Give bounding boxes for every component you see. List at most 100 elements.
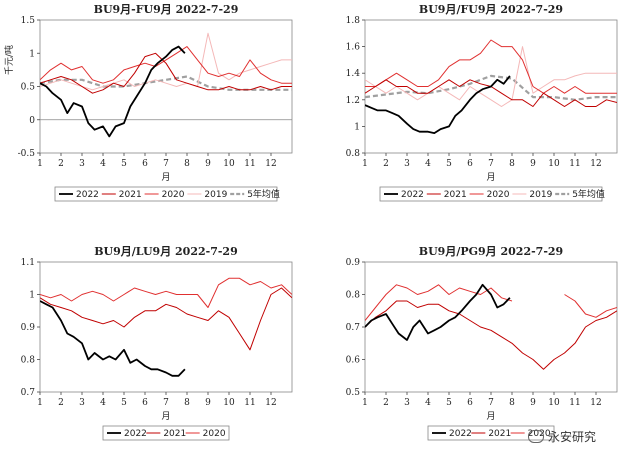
- y-tick-label: 0.9: [346, 258, 361, 268]
- x-tick-label: 4: [100, 159, 106, 169]
- x-tick-label: 5: [121, 398, 127, 408]
- x-tick-label: 1: [362, 398, 368, 408]
- x-tick-label: 12: [590, 159, 601, 169]
- chart-title: BU9月/PG9月 2022-7-29: [419, 245, 563, 258]
- x-tick-label: 8: [184, 159, 190, 169]
- chart-title: BU9月/FU9月 2022-7-29: [419, 3, 563, 16]
- legend-label: 2022: [76, 190, 99, 200]
- y-tick-label: 0.7: [346, 323, 361, 333]
- x-tick-label: 2: [383, 398, 389, 408]
- chart-panel-2: BU9月/FU9月 2022-7-29 1.8 1.6 1.4 1.2 10.8 1 2 3 4 5…: [346, 3, 618, 202]
- watermark-text: 永安研究: [548, 430, 597, 444]
- series-line-5年均值: [40, 75, 292, 91]
- legend-label: 5年均值: [572, 188, 605, 200]
- series-line-2021: [365, 79, 617, 107]
- series-line-2020: [40, 277, 292, 308]
- x-tick-label: 9: [530, 398, 536, 408]
- legend-label: 2021: [488, 429, 511, 439]
- y-axis-label: 千元/吨: [3, 45, 15, 75]
- x-tick-label: 6: [467, 398, 473, 408]
- x-tick-label: 8: [509, 159, 515, 169]
- x-tick-label: 1: [37, 398, 43, 408]
- chart-panel-3: BU9月/LU9月 2022-7-291.110.90.80.71 2 3 4 5 6 7 8…: [21, 245, 293, 441]
- x-tick-label: 5: [121, 159, 127, 169]
- x-tick-label: 12: [590, 398, 601, 408]
- y-tick-label: 1.1: [21, 258, 35, 268]
- x-tick-label: 7: [488, 159, 494, 169]
- chart-title: BU9月-FU9月 2022-7-29: [94, 3, 239, 16]
- x-tick-label: 10: [223, 159, 235, 169]
- legend-label: 5年均值: [247, 188, 280, 200]
- x-tick-label: 5: [446, 159, 452, 169]
- legend-label: 2022: [401, 190, 424, 200]
- y-tick-label: 1.5: [21, 16, 36, 26]
- y-tick-label: 0.5: [21, 83, 36, 93]
- x-tick-label: 3: [79, 398, 85, 408]
- x-tick-label: 12: [265, 159, 276, 169]
- y-tick-label: 0.8: [346, 149, 361, 159]
- x-tick-label: 10: [548, 398, 560, 408]
- x-tick-label: 1: [37, 159, 43, 169]
- plot-frame: [39, 19, 293, 154]
- x-tick-label: 4: [425, 398, 431, 408]
- legend-label: 2022: [449, 429, 472, 439]
- legend-label: 2021: [444, 190, 467, 200]
- x-tick-label: 6: [467, 159, 473, 169]
- series-line-2020: [365, 39, 617, 94]
- x-tick-label: 10: [548, 159, 560, 169]
- wechat-icon: [528, 430, 544, 443]
- legend-box: [427, 425, 555, 441]
- y-tick-label: 1.2: [346, 96, 360, 106]
- legend-box: [379, 186, 603, 202]
- chart-panel-4: BU9月/PG9月 2022-7-290.90.80.70.60.51 2 3 4 5 6…: [346, 245, 618, 441]
- x-axis-label: 月: [161, 172, 170, 183]
- x-tick-label: 11: [569, 159, 580, 169]
- x-tick-label: 9: [205, 159, 211, 169]
- x-tick-label: 6: [142, 159, 148, 169]
- series-line-2022: [365, 75, 511, 134]
- legend-box: [54, 186, 278, 202]
- x-tick-label: 2: [383, 159, 389, 169]
- x-tick-label: 4: [100, 398, 106, 408]
- series-line-2019: [365, 46, 617, 107]
- legend-label: 2021: [119, 190, 142, 200]
- x-tick-label: 7: [488, 398, 494, 408]
- y-tick-label: 1.6: [346, 43, 361, 53]
- legend-label: 2019: [529, 190, 552, 200]
- series-line-2021: [365, 300, 617, 370]
- legend-label: 2019: [204, 190, 227, 200]
- x-axis-label: 月: [486, 172, 495, 183]
- y-tick-label: 0.9: [21, 323, 36, 333]
- x-axis-label: 月: [486, 411, 495, 422]
- x-tick-label: 2: [58, 159, 64, 169]
- x-tick-label: 2: [58, 398, 64, 408]
- x-tick-label: 3: [79, 159, 85, 169]
- x-tick-label: 7: [163, 159, 169, 169]
- x-tick-label: 12: [265, 398, 276, 408]
- x-tick-label: 1: [362, 159, 368, 169]
- x-tick-label: 8: [509, 398, 515, 408]
- series-line-2022: [40, 300, 186, 377]
- watermark: 永安研究: [528, 428, 596, 445]
- series-line-2021: [40, 52, 292, 94]
- x-tick-label: 4: [425, 159, 431, 169]
- y-tick-label: 1: [29, 291, 35, 301]
- x-tick-label: 3: [404, 159, 410, 169]
- x-tick-label: 11: [569, 398, 580, 408]
- y-tick-label: 1.4: [346, 69, 361, 79]
- series-line-2022: [40, 45, 186, 138]
- legend-label: 2020: [203, 429, 226, 439]
- legend-label: 2021: [163, 429, 186, 439]
- y-tick-label: -0.5: [18, 149, 36, 159]
- x-tick-label: 9: [205, 398, 211, 408]
- x-tick-label: 9: [530, 159, 536, 169]
- x-tick-label: 11: [244, 159, 255, 169]
- chart-panel-1: BU9月-FU9月 2022-7-291.510.50-0.51 2 3 4 5 6 7 8 9…: [3, 3, 293, 202]
- series-line-2020: [40, 46, 292, 84]
- series-line-2021: [40, 287, 292, 351]
- x-tick-label: 11: [244, 398, 255, 408]
- y-tick-label: 1.8: [346, 16, 361, 26]
- x-tick-label: 8: [184, 398, 190, 408]
- legend-label: 2020: [162, 190, 185, 200]
